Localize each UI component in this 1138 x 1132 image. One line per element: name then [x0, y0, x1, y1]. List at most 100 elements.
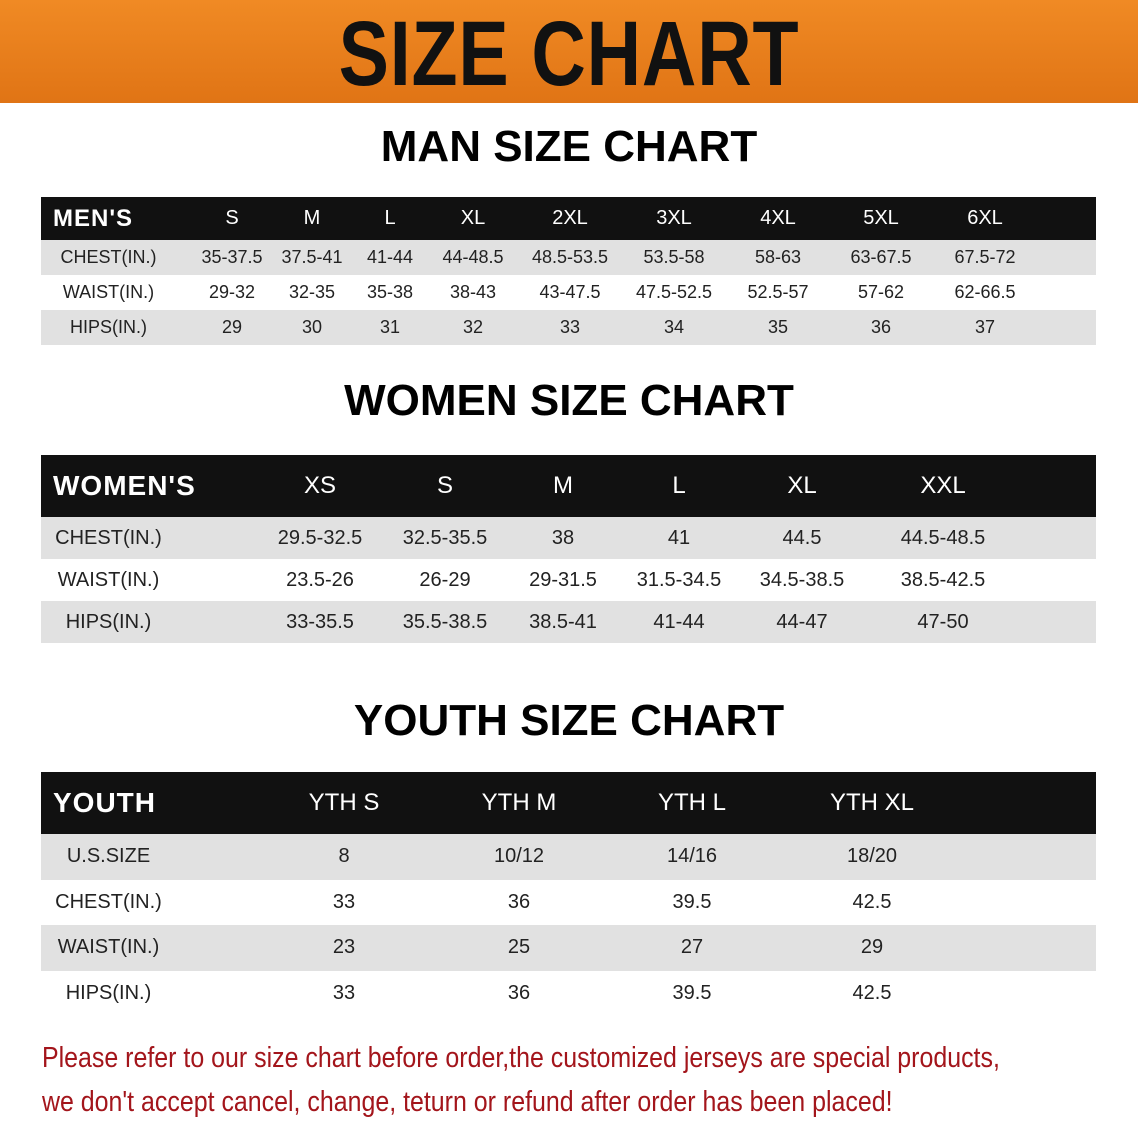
measurement-value: 27 — [680, 936, 704, 959]
measurement-value: 32-35 — [288, 282, 336, 302]
measurement-value: 29-31.5 — [529, 568, 597, 591]
table-row: WAIST(IN.) 23.5-26 26-29 29-31.5 31.5-34.5 34… — [41, 559, 1096, 601]
size-header: M — [303, 207, 321, 229]
measurement-label: HIPS(IN.) — [65, 610, 152, 633]
size-header: 6XL — [967, 207, 1003, 229]
measurement-value: 32.5-35.5 — [402, 526, 488, 549]
size-header: 4XL — [760, 207, 796, 229]
measurement-value: 43-47.5 — [539, 282, 601, 302]
table-row: WAIST(IN.) 29-32 32-35 35-38 38-43 43-47.5 47.… — [41, 275, 1096, 310]
measurement-value: 34.5-38.5 — [759, 568, 845, 591]
measurement-value: 41-44 — [366, 247, 414, 267]
men-heading: MAN SIZE CHART — [380, 122, 758, 171]
table-label: YOUTH — [53, 787, 156, 818]
measurement-label: HIPS(IN.) — [65, 981, 152, 1004]
size-header: S — [436, 472, 453, 499]
measurement-value: 35.5-38.5 — [402, 610, 488, 633]
measurement-value: 32 — [462, 317, 484, 337]
measurement-value: 25 — [507, 936, 531, 959]
measurement-value: 57-62 — [857, 282, 905, 302]
measurement-label: WAIST(IN.) — [62, 282, 155, 302]
measurement-value: 44.5 — [782, 526, 822, 549]
measurement-value: 52.5-57 — [747, 282, 809, 302]
table-label: WOMEN'S — [53, 470, 196, 501]
measurement-value: 33 — [332, 981, 356, 1004]
measurement-value: 31.5-34.5 — [636, 568, 722, 591]
measurement-value: 36 — [870, 317, 892, 337]
header-row: WOMEN'S XS S M L XL XXL — [41, 455, 1096, 517]
measurement-value: 33 — [559, 317, 581, 337]
measurement-value: 10/12 — [493, 845, 545, 868]
measurement-value: 39.5 — [672, 890, 712, 913]
table-row: CHEST(IN.) 29.5-32.5 32.5-35.5 38 41 44.5 44.5… — [41, 517, 1096, 559]
page-title: SIZE CHART — [338, 3, 800, 105]
measurement-value: 47-50 — [917, 610, 969, 633]
measurement-value: 14/16 — [666, 845, 718, 868]
measurement-value: 58-63 — [754, 247, 802, 267]
table-row: HIPS(IN.) 33-35.5 35.5-38.5 38.5-41 41-44 44-… — [41, 601, 1096, 643]
measurement-label: CHEST(IN.) — [60, 247, 157, 267]
size-header: YTH M — [481, 789, 557, 816]
women-size-table: WOMEN'S XS S M L XL XXL CHEST(IN.) 29.5-32.5 32.5… — [41, 455, 1096, 643]
size-header: S — [225, 207, 239, 229]
size-header: YTH XL — [829, 789, 915, 816]
measurement-value: 33-35.5 — [286, 610, 354, 633]
size-header: XL — [787, 472, 817, 499]
measurement-value: 18/20 — [846, 845, 898, 868]
notice-line-2: we don't accept cancel, change, teturn o… — [42, 1086, 893, 1118]
table-label: MEN'S — [53, 204, 134, 232]
measurement-value: 37.5-41 — [281, 247, 343, 267]
table-row: HIPS(IN.) 29 30 31 32 33 34 35 36 37 — [41, 310, 1096, 345]
size-header: L — [672, 472, 686, 499]
measurement-value: 33 — [332, 890, 356, 913]
table-row: WAIST(IN.) 23 25 27 29 — [41, 925, 1096, 971]
measurement-value: 26-29 — [419, 568, 471, 591]
size-header: XL — [460, 207, 486, 229]
measurement-value: 41 — [667, 526, 691, 549]
table-row: HIPS(IN.) 33 36 39.5 42.5 — [41, 970, 1096, 1016]
measurement-label: HIPS(IN.) — [69, 317, 147, 337]
measurement-value: 36 — [507, 890, 531, 913]
measurement-label: WAIST(IN.) — [57, 568, 160, 591]
size-header: XXL — [920, 472, 966, 499]
measurement-value: 38-43 — [449, 282, 497, 302]
measurement-value: 29 — [221, 317, 243, 337]
youth-heading: YOUTH SIZE CHART — [353, 696, 785, 745]
table-row: CHEST(IN.) 35-37.5 37.5-41 41-44 44-48.5 48.5… — [41, 240, 1096, 275]
measurement-value: 29 — [860, 936, 884, 959]
measurement-value: 41-44 — [653, 610, 705, 633]
measurement-label: WAIST(IN.) — [57, 936, 160, 959]
title-banner: SIZE CHART — [0, 0, 1138, 105]
measurement-value: 44-48.5 — [442, 247, 504, 267]
measurement-value: 67.5-72 — [954, 247, 1016, 267]
size-header: 3XL — [656, 207, 692, 229]
measurement-value: 23.5-26 — [286, 568, 354, 591]
measurement-value: 35-38 — [366, 282, 414, 302]
men-size-table: MEN'S S M L XL 2XL 3XL 4XL 5XL 6XL CHEST(IN.) 35-37… — [41, 197, 1096, 345]
size-header: XS — [303, 472, 336, 499]
measurement-value: 34 — [663, 317, 685, 337]
measurement-value: 38.5-41 — [529, 610, 597, 633]
measurement-value: 42.5 — [852, 981, 892, 1004]
measurement-value: 8 — [338, 845, 350, 868]
measurement-value: 38 — [551, 526, 575, 549]
size-header: 5XL — [863, 207, 899, 229]
measurement-value: 62-66.5 — [954, 282, 1016, 302]
measurement-value: 37 — [974, 317, 996, 337]
measurement-value: 44-47 — [776, 610, 828, 633]
table-row: U.S.SIZE 8 10/12 14/16 18/20 — [41, 834, 1096, 880]
measurement-value: 53.5-58 — [643, 247, 705, 267]
measurement-value: 36 — [507, 981, 531, 1004]
measurement-value: 48.5-53.5 — [531, 247, 609, 267]
size-header: L — [384, 207, 396, 229]
measurement-label: CHEST(IN.) — [55, 890, 162, 913]
measurement-label: U.S.SIZE — [66, 845, 151, 868]
measurement-value: 30 — [301, 317, 323, 337]
youth-size-table: YOUTH YTH S YTH M YTH L YTH XL U.S.SIZE 8 10/12… — [41, 772, 1096, 1016]
table-row: CHEST(IN.) 33 36 39.5 42.5 — [41, 879, 1096, 925]
measurement-value: 63-67.5 — [850, 247, 912, 267]
size-header: 2XL — [552, 207, 588, 229]
measurement-value: 44.5-48.5 — [900, 526, 986, 549]
size-header: YTH S — [308, 789, 380, 816]
